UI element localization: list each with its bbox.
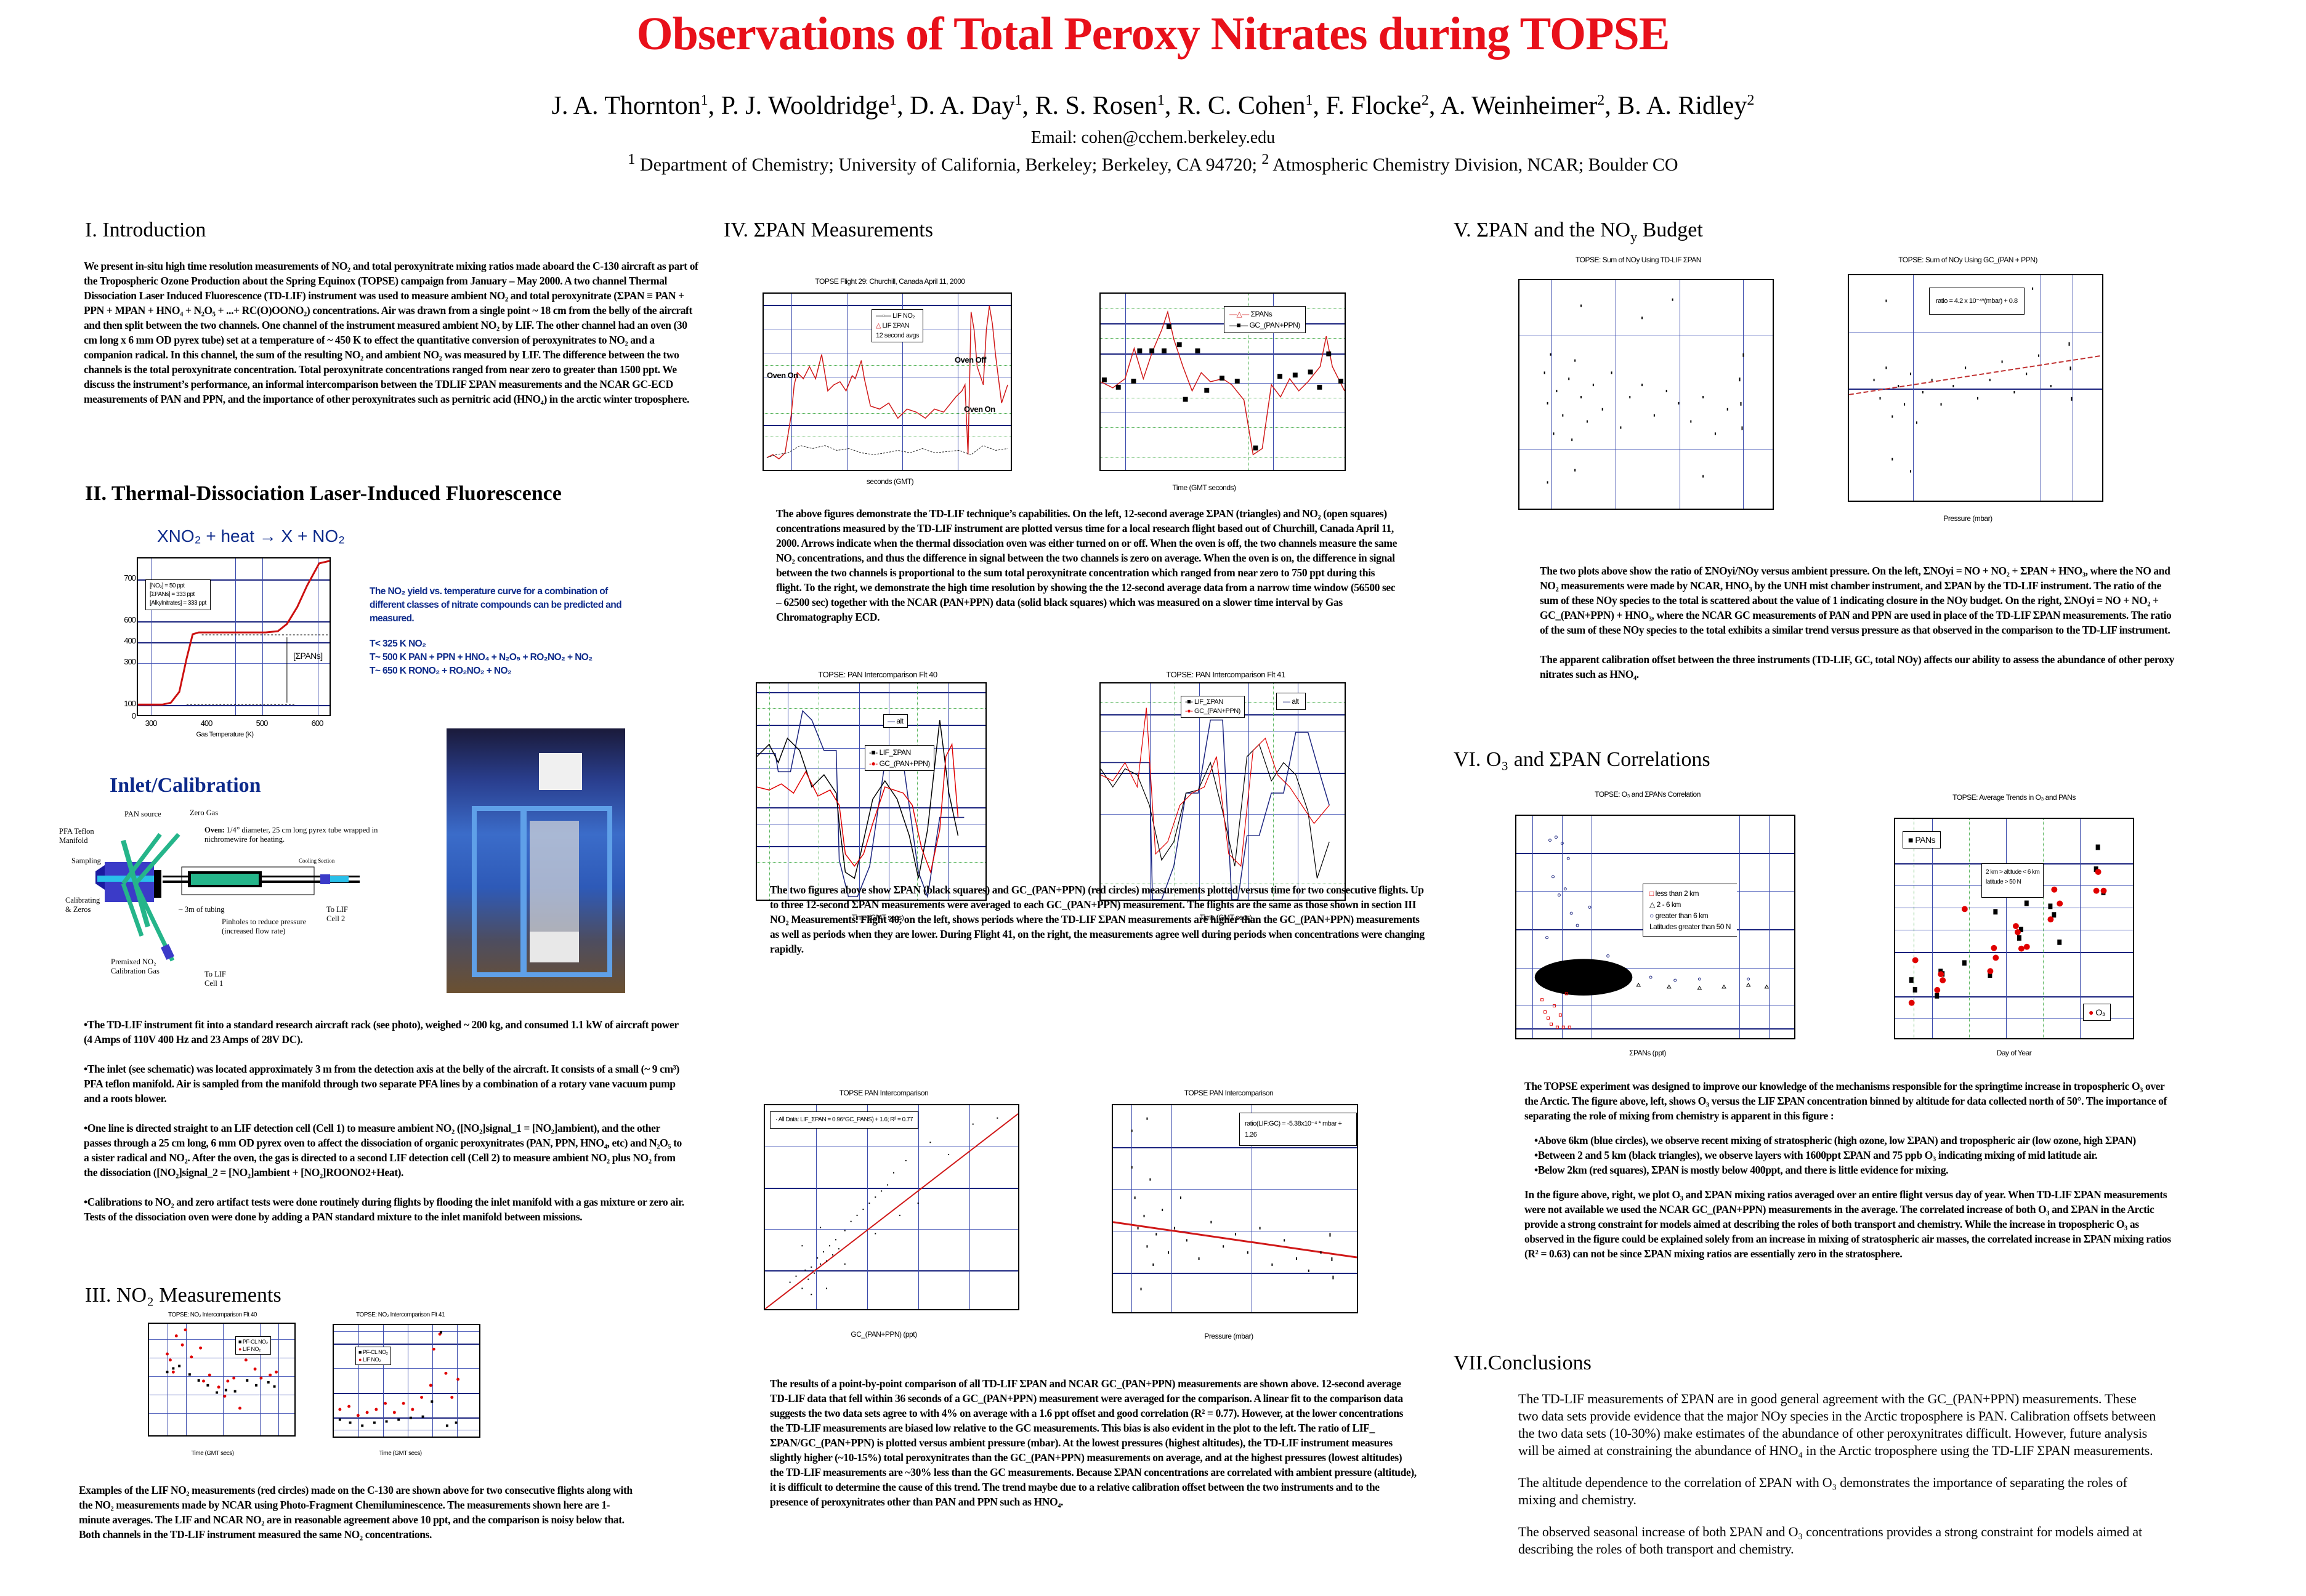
flight29-series	[766, 305, 1008, 460]
noy-tdlif-points	[1543, 298, 1744, 484]
chart-time-window: —△— ΣPANs —■— GC_(PAN+PPN) Time (GMT sec…	[1059, 289, 1349, 493]
span-caption-2: The two figures above show ΣPAN (black s…	[770, 884, 1425, 955]
intro-paragraph: We present in-situ high time resolution …	[84, 260, 698, 405]
inlet-calibration-heading: Inlet/Calibration	[110, 774, 261, 797]
o3-span-points	[1534, 836, 1770, 1029]
conclusions-text: The TD-LIF measurements of ΣPAN are in g…	[1518, 1390, 2159, 1573]
author-name: A. Weinheimer2	[1440, 92, 1605, 120]
o3-bullet-2: •Between 2 and 5 km (black triangles), w…	[1534, 1149, 2098, 1161]
chart-pan-flt41: TOPSE: PAN Intercomparison Flt 41 -■- LI…	[1078, 670, 1373, 929]
section-conclusions-heading: VII.Conclusions	[1454, 1352, 1592, 1374]
dissociation-equation: XNO₂ + heat → X + NO₂	[157, 526, 345, 546]
no2-flt41-points	[338, 1331, 460, 1427]
span-bracket-label: [ΣPANs]	[293, 651, 323, 661]
poster-title: Observations of Total Peroxy Nitrates du…	[636, 8, 1670, 60]
o3-caption-2: In the figure above, right, we plot O₃ a…	[1524, 1188, 2171, 1260]
author-name: J. A. Thornton1	[551, 92, 708, 120]
scatter-pan-points	[765, 1113, 1018, 1309]
window-series	[1101, 310, 1345, 456]
affiliations: 1 Department of Chemistry; University of…	[628, 151, 1678, 175]
contact-email: Email: cohen@cchem.berkeley.edu	[1030, 128, 1276, 147]
pan-flt40-series	[757, 709, 965, 898]
section-tdlif-heading: II. Thermal-Dissociation Laser-Induced F…	[85, 482, 562, 505]
oven-on-label-1: Oven On	[767, 371, 798, 380]
section-noy-heading: V. ΣPAN and the NOy Budget	[1454, 219, 1703, 244]
span-caption-3: The results of a point-by-point comparis…	[770, 1377, 1417, 1508]
author-list: J. A. Thornton1, P. J. Wooldridge1, D. A…	[551, 92, 1755, 120]
o3-caption: The TOPSE experiment was designed to imp…	[1524, 1079, 2177, 1276]
section-no2-heading: III. NO₂ Measurements	[85, 1284, 281, 1307]
chart-scatter-pan: TOPSE PAN Intercomparison · All Data: LI…	[736, 1089, 1032, 1347]
td-curve-line	[138, 560, 330, 706]
bullet-rack: •The TD-LIF instrument fit into a standa…	[84, 1018, 679, 1046]
affiliation-1: Department of Chemistry; University of C…	[639, 155, 1257, 175]
ratio-pressure-points	[1113, 1117, 1357, 1291]
plot-area: [NO₂] = 50 ppt [ΣPANs] = 333 ppt [Alkyln…	[137, 557, 331, 716]
o3-caption-1: The TOPSE experiment was designed to imp…	[1524, 1080, 2167, 1122]
section-intro-heading: I. Introduction	[85, 219, 206, 241]
no2-caption: Examples of the LIF NO₂ measurements (re…	[79, 1484, 633, 1541]
section-o3-heading: VI. O₃ and ΣPAN Correlations	[1454, 748, 1710, 771]
chart-pan-flt40: TOPSE: PAN Intercomparison Flt 40 — alt …	[736, 670, 1019, 929]
chart-noy-gc: TOPSE: Sum of NOy Using GC_(PAN + PPN) r…	[1820, 256, 2116, 530]
bullet-inlet: •The inlet (see schematic) was located a…	[84, 1063, 679, 1105]
bullet-cells: •One line is directed straight to an LIF…	[84, 1122, 682, 1179]
tdlif-bullets: •The TD-LIF instrument fit into a standa…	[84, 1017, 687, 1239]
author-name: P. J. Wooldridge1	[721, 92, 897, 120]
pan-flt41-series	[1101, 707, 1330, 900]
oven-on-label-2: Oven On	[964, 405, 995, 414]
instrument-rack-photo	[447, 728, 625, 993]
no2-flt40-points	[166, 1328, 278, 1410]
bullet-calibration: •Calibrations to NO₂ and zero artifact t…	[84, 1196, 684, 1223]
chart-td-curve: [NO₂] = 50 ppt [ΣPANs] = 333 ppt [Alkyln…	[111, 557, 339, 742]
author-name: D. A. Day1	[910, 92, 1022, 120]
inlet-schematic: PAN source Zero Gas PFA Teflon Manifold …	[55, 804, 407, 988]
chart-ratio-pressure: TOPSE PAN Intercomparison ratio(LIF:GC) …	[1084, 1089, 1373, 1347]
inlet-diagram-icon	[95, 832, 360, 962]
chart-trends: TOPSE: Average Trends in O₃ and PANs ■ P…	[1866, 790, 2162, 1061]
author-name: R. C. Cohen1	[1177, 92, 1313, 120]
conclusion-2: The altitude dependence to the correlati…	[1518, 1475, 2127, 1507]
author-name: F. Flocke2	[1325, 92, 1429, 120]
noy-caption-1: The two plots above show the ratio of ΣN…	[1540, 565, 2172, 636]
chart-noy-tdlif: TOPSE: Sum of NOy Using TD-LIF ΣPAN	[1491, 256, 1786, 530]
o3-bullet-1: •Above 6km (blue circles), we observe re…	[1534, 1134, 2136, 1147]
noy-gc-points	[1849, 287, 2102, 473]
td-legend: [NO₂] = 50 ppt [ΣPANs] = 333 ppt [Alkyln…	[145, 579, 211, 610]
chart-o3-span: TOPSE: O₃ and ΣPANs Correlation □ less t…	[1487, 790, 1808, 1061]
chart-no2-flt41: TOPSE: NO₂ Intercomparison Flt 41 ■ PF-C…	[314, 1312, 487, 1459]
td-description: The NO₂ yield vs. temperature curve for …	[370, 586, 622, 624]
noy-caption: The two plots above show the ratio of ΣN…	[1540, 563, 2180, 696]
section-span-heading: IV. ΣPAN Measurements	[724, 219, 933, 241]
span-caption-1: The above figures demonstrate the TD-LIF…	[776, 507, 1397, 623]
o3-bullet-3: •Below 2km (red squares), ΣPAN is mostly…	[1534, 1164, 1949, 1176]
affiliation-2: Atmospheric Chemistry Division, NCAR; Bo…	[1272, 155, 1678, 175]
chart-no2-flt40: TOPSE: NO₂ Intercomparison Flt 40 ■ PF-C…	[120, 1312, 305, 1459]
author-name: B. A. Ridley2	[1617, 92, 1755, 120]
noy-caption-2: The apparent calibration offset between …	[1540, 653, 2175, 680]
td-thresholds: T< 325 K NO₂ T~ 500 K PAN + PPN + HNO₄ +…	[370, 639, 593, 676]
author-name: R. S. Rosen1	[1035, 92, 1165, 120]
chart-flight29: TOPSE Flight 29: Churchill, Canada April…	[739, 277, 1041, 490]
oven-off-label: Oven Off	[955, 355, 986, 365]
conclusion-3: The observed seasonal increase of both Σ…	[1518, 1524, 2142, 1557]
conclusion-1: The TD-LIF measurements of ΣPAN are in g…	[1518, 1391, 2156, 1458]
trends-points	[1908, 844, 2107, 1006]
